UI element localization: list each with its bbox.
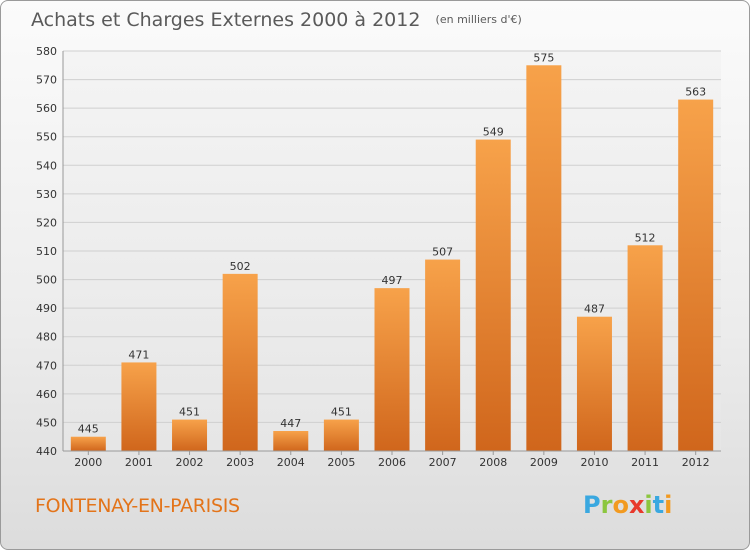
value-label: 471 [128, 348, 149, 361]
logo-letter: t [652, 491, 665, 519]
value-label: 507 [432, 246, 453, 259]
bar [273, 431, 309, 451]
logo-letter: i [644, 491, 653, 519]
x-tick-label: 2001 [125, 456, 153, 469]
value-label: 445 [78, 423, 99, 436]
y-tick-label: 460 [36, 388, 57, 401]
bar [222, 273, 258, 451]
y-tick-label: 520 [36, 216, 57, 229]
bar [425, 259, 461, 451]
value-label: 487 [584, 303, 605, 316]
x-tick-label: 2012 [682, 456, 710, 469]
y-tick-label: 530 [36, 188, 57, 201]
value-label: 451 [179, 406, 200, 419]
x-tick-label: 2009 [530, 456, 558, 469]
y-tick-label: 540 [36, 159, 57, 172]
bar [576, 316, 612, 451]
x-tick-label: 2005 [327, 456, 355, 469]
value-labels: 445 471 451 502 447 451 497 507 549 575 487 512 563 [78, 51, 706, 435]
bar [121, 362, 157, 451]
y-tick-label: 490 [36, 302, 57, 315]
x-tick-label: 2000 [74, 456, 102, 469]
x-tick-label: 2011 [631, 456, 659, 469]
bars [70, 65, 714, 452]
bar [374, 288, 410, 451]
y-tick-label: 550 [36, 131, 57, 144]
y-tick-label: 560 [36, 102, 57, 115]
y-tick-label: 570 [36, 74, 57, 87]
value-label: 563 [685, 86, 706, 99]
value-label: 575 [533, 51, 554, 64]
x-tick-label: 2003 [226, 456, 254, 469]
logo-letter: o [612, 491, 629, 519]
bar [323, 419, 359, 451]
logo-letter: r [600, 491, 613, 519]
bar [627, 245, 663, 451]
chart-title: Achats et Charges Externes 2000 à 2012 [31, 9, 421, 31]
bar [70, 436, 106, 451]
chart-header: Achats et Charges Externes 2000 à 2012 (… [31, 9, 522, 31]
value-label: 497 [382, 274, 403, 287]
y-tick-label: 470 [36, 359, 57, 372]
value-label: 451 [331, 406, 352, 419]
x-tick-label: 2007 [429, 456, 457, 469]
bar [475, 139, 511, 452]
x-tick-label: 2004 [277, 456, 305, 469]
logo-letter: P [583, 491, 601, 519]
logo-letter: x [628, 491, 645, 519]
y-tick-label: 580 [36, 45, 57, 58]
value-label: 549 [483, 126, 504, 139]
y-tick-label: 500 [36, 274, 57, 287]
y-axis: 440 450 460 470 480 490 500 510 520 530 540 550 560 5… [36, 45, 64, 458]
value-label: 502 [230, 260, 251, 273]
x-tick-label: 2010 [580, 456, 608, 469]
proxiti-logo[interactable]: Proxiti [583, 491, 672, 519]
y-tick-label: 440 [36, 445, 57, 458]
y-tick-label: 510 [36, 245, 57, 258]
value-label: 447 [280, 417, 301, 430]
commune-name: FONTENAY-EN-PARISIS [35, 495, 240, 517]
y-tick-label: 480 [36, 331, 57, 344]
bar [526, 65, 562, 452]
value-label: 512 [635, 231, 656, 244]
bar [172, 419, 208, 451]
bar [678, 99, 714, 452]
x-tick-label: 2008 [479, 456, 507, 469]
y-tick-label: 450 [36, 416, 57, 429]
x-tick-label: 2002 [176, 456, 204, 469]
x-tick-label: 2006 [378, 456, 406, 469]
logo-letter: i [664, 491, 673, 519]
chart-subtitle: (en milliers d'€) [435, 13, 522, 26]
x-axis: 2000 2001 2002 2003 2004 2005 2006 2007 2008 2009… [63, 450, 721, 469]
